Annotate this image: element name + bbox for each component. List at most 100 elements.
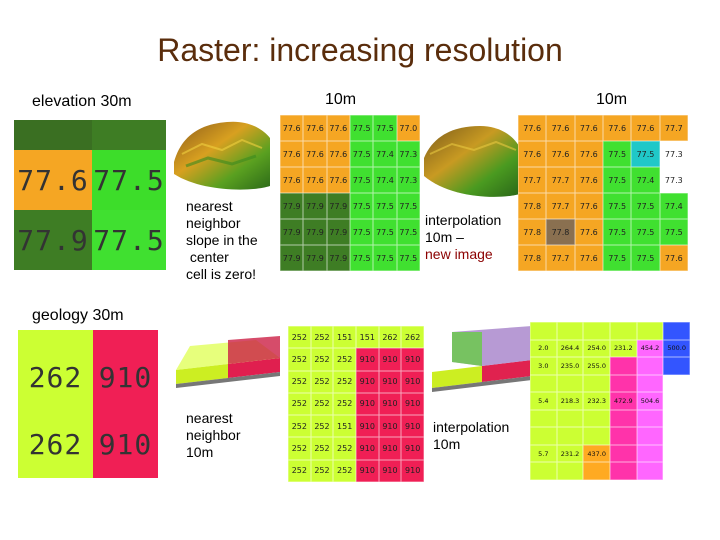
grid-cell: 77.6 xyxy=(303,167,327,193)
grid-cell xyxy=(556,427,584,445)
grid-cell: 77.5 xyxy=(373,219,397,245)
elevation-nn-10m-grid: 77.6 77.6 77.6 77.5 77.5 77.0 77.6 77.6 77.6 77.5… xyxy=(280,115,420,271)
grid-cell: 77.6 xyxy=(659,245,688,271)
note-line: nearest xyxy=(186,410,233,426)
grid-cell: 910 xyxy=(355,415,379,438)
grid-cell xyxy=(609,427,637,445)
grid-cell: 910 xyxy=(401,348,424,371)
grid-cell xyxy=(636,322,664,340)
grid-cell: 77.6 xyxy=(574,193,603,219)
grid-cell: 910 xyxy=(378,415,402,438)
grid-cell: 77.4 xyxy=(631,167,660,193)
grid-cell: 500.0 xyxy=(663,339,690,358)
grid-cell: 77.6 xyxy=(303,115,327,141)
raster-cell: 910 xyxy=(93,411,158,478)
grid-cell: 77.9 xyxy=(326,245,350,271)
grid-cell xyxy=(583,462,610,480)
grid-cell: 77.5 xyxy=(373,193,397,219)
grid-cell: 77.5 xyxy=(373,245,397,271)
note-line: 10m xyxy=(186,444,214,460)
grid-cell xyxy=(663,374,690,393)
grid-cell: 77.7 xyxy=(546,193,575,219)
note-line: slope in the xyxy=(186,232,258,248)
grid-cell: 77.6 xyxy=(518,141,547,167)
grid-cell xyxy=(583,322,610,340)
grid-cell: 910 xyxy=(378,392,402,416)
grid-cell: 77.5 xyxy=(350,141,374,167)
grid-cell: 77.3 xyxy=(396,141,420,167)
note-line-new-image: new image xyxy=(425,246,493,262)
grid-cell: 77.8 xyxy=(546,219,575,245)
grid-cell: 252 xyxy=(333,370,356,393)
grid-cell: 77.7 xyxy=(546,167,575,193)
grid-cell: 235.0 xyxy=(556,357,584,375)
grid-cell: 910 xyxy=(355,370,379,393)
grid-cell xyxy=(609,357,637,375)
grid-cell xyxy=(663,357,690,375)
raster-cell: 262 xyxy=(18,411,93,478)
terrain-3d-image-nn xyxy=(174,121,270,190)
grid-cell xyxy=(663,427,690,445)
grid-cell: 77.5 xyxy=(350,115,374,141)
grid-cell: 77.5 xyxy=(350,219,374,245)
grid-cell: 252 xyxy=(288,459,311,482)
grid-cell: 77.8 xyxy=(518,219,547,245)
grid-cell: 77.5 xyxy=(603,219,632,245)
grid-cell: 77.6 xyxy=(303,141,327,167)
label-elevation-30m: elevation 30m xyxy=(32,93,132,110)
grid-cell: 3.0 xyxy=(530,357,557,375)
grid-cell: 252 xyxy=(333,437,356,460)
grid-cell: 910 xyxy=(378,459,402,482)
grid-cell: 151 xyxy=(355,326,379,349)
grid-cell: 231.2 xyxy=(609,339,637,358)
grid-cell xyxy=(636,427,664,445)
grid-cell: 910 xyxy=(401,392,424,416)
note-geology-interp: interpolation 10m xyxy=(433,419,529,453)
grid-cell: 77.3 xyxy=(396,167,420,193)
grid-cell: 910 xyxy=(355,348,379,371)
geology-3d-image-interp xyxy=(432,326,532,392)
grid-cell xyxy=(636,444,664,463)
grid-cell xyxy=(583,374,610,393)
grid-cell: 910 xyxy=(401,370,424,393)
grid-cell: 910 xyxy=(401,459,424,482)
grid-cell xyxy=(609,374,637,393)
grid-cell: 77.5 xyxy=(631,219,660,245)
grid-cell: 77.9 xyxy=(303,193,327,219)
note-line: neighbor xyxy=(186,427,241,443)
grid-cell: 252 xyxy=(288,392,311,416)
label-nn-10m: 10m xyxy=(325,91,357,108)
grid-cell: 252 xyxy=(310,370,334,393)
note-line: cell is zero! xyxy=(186,266,257,282)
grid-cell: 77.7 xyxy=(546,245,575,271)
grid-cell: 252 xyxy=(288,348,311,371)
grid-cell: 77.5 xyxy=(603,245,632,271)
grid-cell: 151 xyxy=(333,326,356,349)
grid-cell: 77.3 xyxy=(659,141,688,167)
grid-cell: 77.3 xyxy=(659,167,688,193)
grid-cell xyxy=(583,409,610,428)
grid-cell: 252 xyxy=(310,459,334,482)
grid-cell xyxy=(530,409,557,428)
grid-cell xyxy=(663,462,690,480)
grid-cell: 910 xyxy=(355,392,379,416)
grid-cell: 77.6 xyxy=(574,245,603,271)
raster-cell: 77.9 xyxy=(14,210,92,270)
grid-cell: 77.6 xyxy=(326,115,350,141)
grid-cell xyxy=(530,322,557,340)
grid-cell: 77.5 xyxy=(396,245,420,271)
geology-interp-10m-grid: 2.0 264.4 254.0 231.2 454.2 500.0 3.0 235.0 255.… xyxy=(530,322,690,480)
grid-cell: 910 xyxy=(355,437,379,460)
grid-cell xyxy=(663,444,690,463)
grid-cell: 255.0 xyxy=(583,357,610,375)
grid-cell: 252 xyxy=(333,348,356,371)
grid-cell xyxy=(530,427,557,445)
grid-cell xyxy=(636,462,664,480)
grid-cell: 77.6 xyxy=(326,167,350,193)
grid-cell: 252 xyxy=(288,326,311,349)
grid-cell: 252 xyxy=(310,326,334,349)
note-elevation-interp: interpolation 10m – new image xyxy=(425,212,521,263)
raster-cell-partial xyxy=(92,120,166,150)
elevation-interp-10m-grid: 77.6 77.6 77.6 77.6 77.6 77.7 77.6 77.6 77.6 77.5… xyxy=(518,115,688,271)
grid-cell xyxy=(663,322,690,340)
